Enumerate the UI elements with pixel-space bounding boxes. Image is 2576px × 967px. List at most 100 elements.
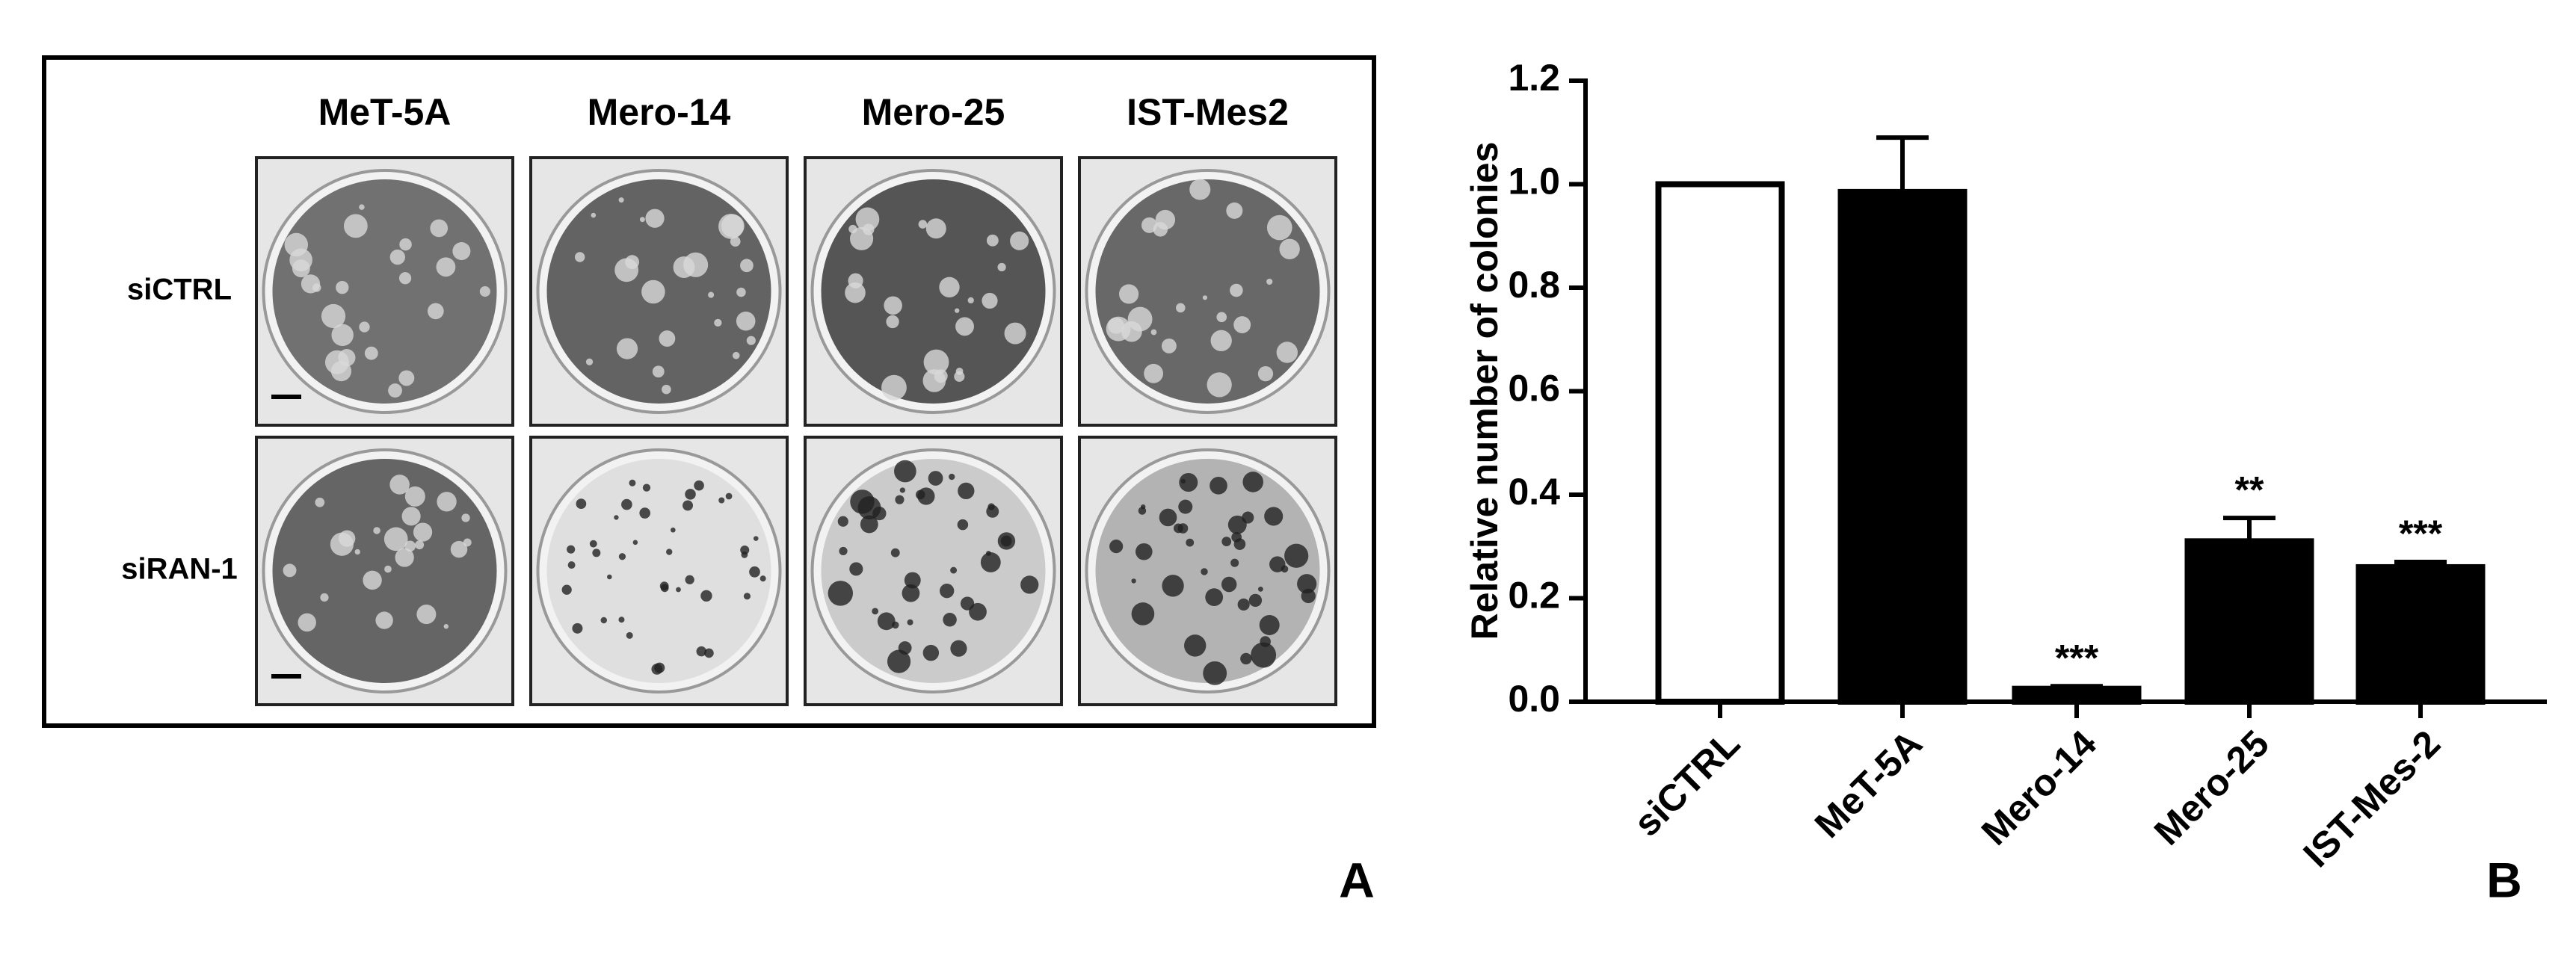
colony [694,480,704,491]
colony [1004,322,1026,345]
colony [641,279,665,304]
colony [1144,363,1164,383]
colony [955,308,960,313]
colony [1233,316,1251,333]
colony [907,619,913,625]
colony [1131,602,1155,625]
significance-label: *** [2055,637,2099,679]
colony [1178,499,1193,514]
column-header: IST-Mes2 [1127,91,1289,133]
y-tick-label: 0.4 [1508,471,1560,513]
colony [450,540,468,558]
colony [939,276,960,297]
colony [331,324,354,347]
colony [618,617,625,623]
colony [736,311,756,331]
y-axis-label: Relative number of colonies [1464,142,1506,640]
y-tick-label: 1.2 [1508,57,1560,99]
colony [894,460,916,483]
colony [850,226,874,250]
colony [696,646,707,657]
colony [1173,523,1183,534]
colony [877,612,896,631]
colony [753,536,759,541]
x-tick-label: Mero-14 [1973,722,2104,853]
colony [1136,543,1153,560]
colony [902,584,920,602]
colony [1231,531,1242,543]
colony [1221,576,1237,593]
colony [987,503,995,510]
bar [1837,188,1968,705]
colony [1010,231,1029,250]
colony [1150,329,1157,336]
colony [860,515,878,534]
colony [980,552,1001,572]
colony [741,551,748,558]
colony [1248,593,1263,608]
row-label: siRAN-1 [121,553,238,586]
colony [848,224,857,234]
significance-label: *** [2399,513,2443,554]
colony [725,492,733,500]
colony [427,303,444,320]
colony [700,590,712,602]
colony [618,197,624,203]
colony [383,527,408,552]
colony [659,581,669,591]
x-tick-label: MeT-5A [1807,723,1930,846]
colony [1227,515,1247,534]
colony [1266,214,1292,241]
colony [1230,558,1239,567]
colony [567,561,576,569]
colony [395,548,414,567]
colony [1216,312,1227,323]
colony [925,218,946,239]
colony [443,624,449,629]
colony [1186,538,1195,547]
colony [1184,634,1207,657]
colony [904,572,921,589]
colony [682,500,694,511]
colony [886,315,899,329]
colony [389,475,410,495]
colony [1230,283,1243,297]
colony [1210,476,1227,495]
colony [399,238,412,251]
colony [572,622,583,634]
colony [954,371,965,382]
colony [652,365,665,378]
colony [1138,507,1147,515]
colony [850,489,875,514]
colony [759,575,766,582]
colony [1202,295,1208,300]
colony [436,257,456,277]
colony [338,349,356,367]
colony [718,497,725,504]
column-header: Mero-25 [862,91,1005,133]
colony [1297,574,1317,594]
colony [659,330,676,347]
colony [740,259,754,273]
bar [2184,538,2314,705]
colony [1242,472,1263,492]
colony [982,292,998,309]
colony [746,336,756,345]
column-header: Mero-14 [588,91,731,133]
colony [639,507,651,519]
colony [452,242,471,261]
colony [855,207,880,232]
dish-cells [1095,179,1320,404]
colony [1207,372,1232,398]
dish-cells [546,459,771,683]
colony [1257,586,1263,592]
colony [671,527,676,533]
colony [1264,507,1284,526]
colony [872,506,887,521]
colony [881,374,907,401]
colony [950,566,958,574]
colony [373,527,380,534]
colony [1237,598,1250,611]
colony [618,553,626,560]
colony [890,548,900,557]
